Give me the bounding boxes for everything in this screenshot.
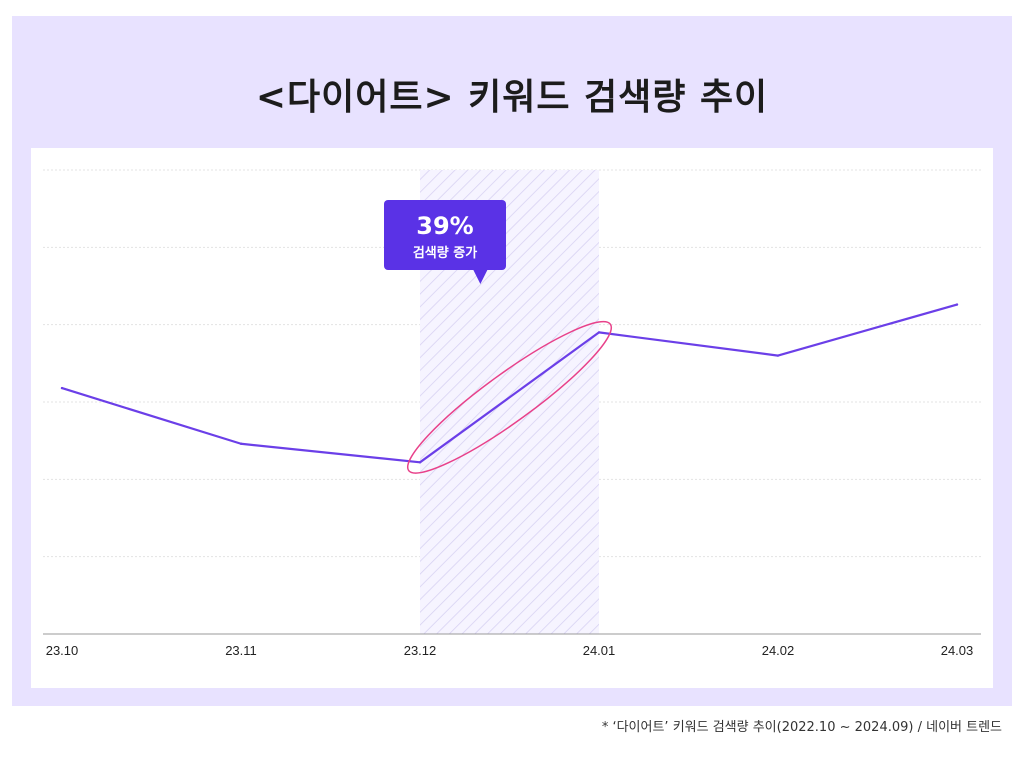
chart-card: 23.10 23.11 23.12 24.01 24.02 24.03 39% 검색량 증가	[31, 148, 993, 688]
x-tick-label: 24.03	[941, 643, 974, 658]
x-tick-label: 23.10	[46, 643, 79, 658]
chart-panel: <다이어트> 키워드 검색량 추이 23.10 23.11 23.12 24.01 24…	[12, 16, 1012, 706]
x-tick-label: 24.01	[583, 643, 616, 658]
data-point	[955, 303, 959, 306]
chart-title: <다이어트> 키워드 검색량 추이	[255, 77, 769, 118]
data-point	[597, 331, 601, 334]
callout-box	[384, 200, 506, 270]
source-footnote: * ‘다이어트’ 키워드 검색량 추이(2022.10 ~ 2024.09) /…	[601, 720, 1002, 735]
line-chart: 23.10 23.11 23.12 24.01 24.02 24.03 39% 검색량 증가	[43, 169, 981, 658]
data-point	[239, 442, 243, 445]
series-line	[60, 303, 959, 464]
highlight-ellipse	[406, 320, 613, 474]
x-tick-label: 23.11	[225, 643, 257, 658]
callout-pointer	[473, 270, 488, 284]
data-point	[60, 386, 64, 390]
callout-label: 검색량 증가	[413, 246, 477, 261]
x-tick-label: 23.12	[404, 643, 437, 658]
x-tick-label: 24.02	[762, 643, 795, 658]
data-point	[776, 354, 780, 357]
data-point	[418, 461, 422, 464]
callout-value: 39%	[416, 212, 473, 240]
